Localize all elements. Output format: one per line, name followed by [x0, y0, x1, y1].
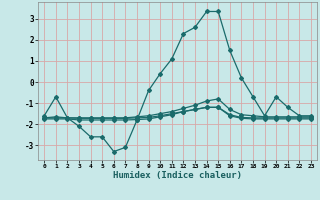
- X-axis label: Humidex (Indice chaleur): Humidex (Indice chaleur): [113, 171, 242, 180]
